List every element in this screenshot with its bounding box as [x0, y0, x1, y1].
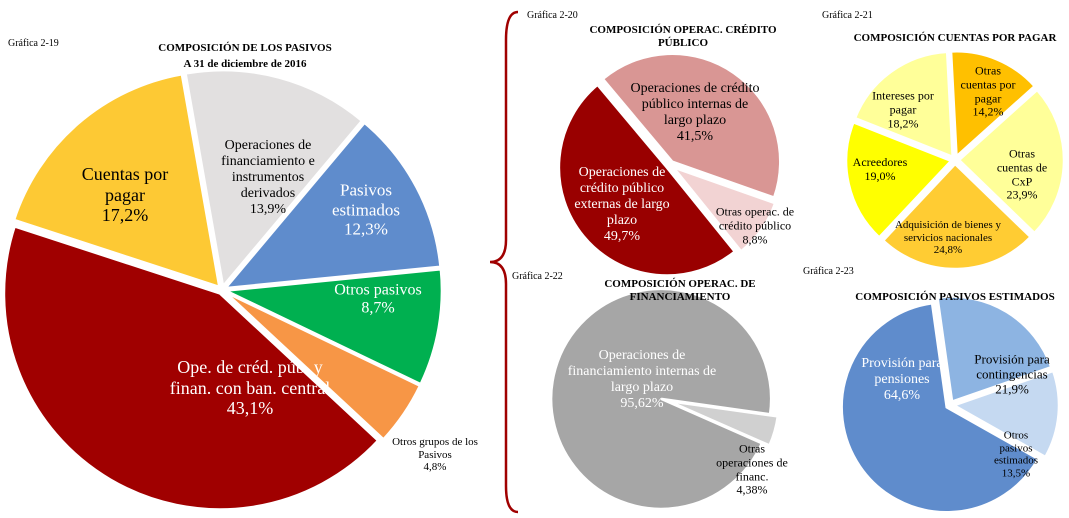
category: Pasivos estimados — [332, 180, 400, 220]
chart-title: COMPOSICIÓN PASIVOS ESTIMADOS — [855, 291, 1055, 303]
slice-label: Otras operac. de crédito público 8,8% — [715, 205, 795, 246]
value-label: 43,1% — [226, 398, 274, 419]
pie-slice — [221, 267, 444, 386]
value-label: 4,8% — [423, 461, 447, 474]
figure-label: Gráfica 2-19 — [8, 38, 59, 49]
chart-title: COMPOSICIÓN OPERAC. CRÉDITO PÚBLICO — [589, 24, 777, 49]
pie-slice — [222, 121, 442, 290]
slice-label: Intereses por pagar 18,2% — [868, 89, 938, 130]
category: Acreedores — [852, 155, 908, 170]
value-label: 13,9% — [249, 202, 287, 218]
category: Intereses por pagar — [872, 88, 934, 117]
category: Adquisición de bienes y servicios nacion… — [894, 219, 1001, 244]
brace — [489, 10, 519, 514]
slice-label: Operaciones de financiamiento e instrume… — [213, 138, 323, 218]
value-label: 8,8% — [742, 231, 768, 246]
category: Otras operaciones de financ. — [716, 441, 788, 483]
category: Otras operac. de crédito público — [715, 204, 795, 233]
value-label: 19,0% — [864, 169, 896, 183]
slice-label: Otras cuentas de CxP 23,9% — [992, 146, 1052, 202]
slice-label: Ope. de créd. púb. y finan. con ban. cen… — [165, 357, 335, 419]
value-label: 14,2% — [972, 104, 1004, 119]
pie-slice — [853, 50, 955, 159]
pie-slice — [12, 72, 221, 289]
value-label: 13,5% — [1001, 467, 1031, 480]
figure-label: Gráfica 2-22 — [512, 271, 563, 282]
category: Otros pasivos estimados — [994, 429, 1038, 467]
category: Provisión para pensiones — [861, 355, 943, 387]
value-label: 95,62% — [620, 396, 664, 412]
value-label: 21,9% — [995, 381, 1029, 397]
figure-label: Gráfica 2-21 — [822, 10, 873, 21]
value-label: 8,7% — [361, 300, 395, 317]
pie-slice — [549, 287, 773, 511]
value-label: 49,7% — [603, 229, 641, 245]
slice-label: Otros pasivos 8,7% — [323, 282, 433, 319]
pie-slice — [936, 295, 1053, 404]
category: Operaciones de crédito público externas … — [574, 164, 670, 229]
slice-label: Operaciones de crédito público externas … — [562, 165, 682, 245]
category: Operaciones de financiamiento e instrume… — [221, 137, 315, 202]
pie-slice — [950, 369, 1061, 459]
pie-slice — [557, 83, 737, 277]
slice-label: Adquisición de bienes y servicios nacion… — [893, 219, 1003, 257]
category: Otras cuentas por pagar — [960, 63, 1016, 105]
chart-title: COMPOSICIÓN OPERAC. DE FINANCIAMIENTO — [604, 278, 756, 303]
slice-label: Provisión para contingencias 21,9% — [967, 351, 1057, 398]
pie-slice — [957, 88, 1066, 235]
slice-label: Acreedores 19,0% — [845, 155, 915, 184]
category: Cuentas por pagar — [81, 163, 169, 205]
category: Operaciones de financiamiento internas d… — [567, 347, 717, 395]
category: Ope. de créd. púb. y finan. con ban. cen… — [169, 356, 331, 398]
chart-title: COMPOSICIÓN CUENTAS POR PAGAR — [853, 32, 1057, 44]
pie-slice — [224, 291, 422, 442]
figure-label: Gráfica 2-23 — [803, 266, 854, 277]
slice-label: Otras cuentas por pagar 14,2% — [958, 63, 1018, 119]
pie-slice — [840, 301, 1040, 514]
chart-title: COMPOSICIÓN DE LOS PASIVOS — [158, 42, 332, 54]
slice-label: Otros grupos de los Pasivos 4,8% — [380, 436, 490, 474]
pie-slice — [668, 399, 780, 448]
pie-slice — [844, 120, 954, 240]
value-label: 12,3% — [344, 219, 388, 239]
pie-slice — [669, 164, 777, 254]
pie-slice — [2, 224, 380, 511]
figure-label: Gráfica 2-20 — [527, 10, 578, 21]
value-label: 17,2% — [101, 205, 149, 226]
category: Provisión para contingencias — [974, 351, 1050, 382]
slice-label: Provisión para pensiones 64,6% — [852, 356, 952, 404]
slice-label: Pasivos estimados 12,3% — [321, 181, 411, 240]
pie-slice — [184, 68, 364, 289]
chart-subtitle: A 31 de diciembre de 2016 — [183, 58, 307, 70]
value-label: 41,5% — [676, 129, 714, 145]
value-label: 23,9% — [1006, 187, 1038, 202]
slice-label: Operaciones de crédito público internas … — [630, 81, 760, 145]
category: Otras cuentas de CxP — [996, 146, 1048, 188]
slice-label: Cuentas por pagar 17,2% — [70, 164, 180, 226]
category: Operaciones de crédito público internas … — [630, 80, 760, 128]
value-label: 4,38% — [736, 482, 768, 497]
slice-label: Otros pasivos estimados 13,5% — [986, 430, 1046, 481]
value-label: 24,8% — [933, 244, 963, 257]
value-label: 64,6% — [883, 388, 921, 404]
slice-label: Otras operaciones de financ. 4,38% — [712, 441, 792, 497]
pie-slice — [881, 162, 1033, 271]
value-label: 18,2% — [887, 115, 919, 130]
slice-label: Operaciones de financiamiento internas d… — [567, 348, 717, 412]
category: Otros pasivos — [334, 281, 422, 299]
pie-slice — [949, 50, 1037, 159]
category: Otros grupos de los Pasivos — [392, 436, 478, 461]
pie-slice — [601, 52, 782, 200]
